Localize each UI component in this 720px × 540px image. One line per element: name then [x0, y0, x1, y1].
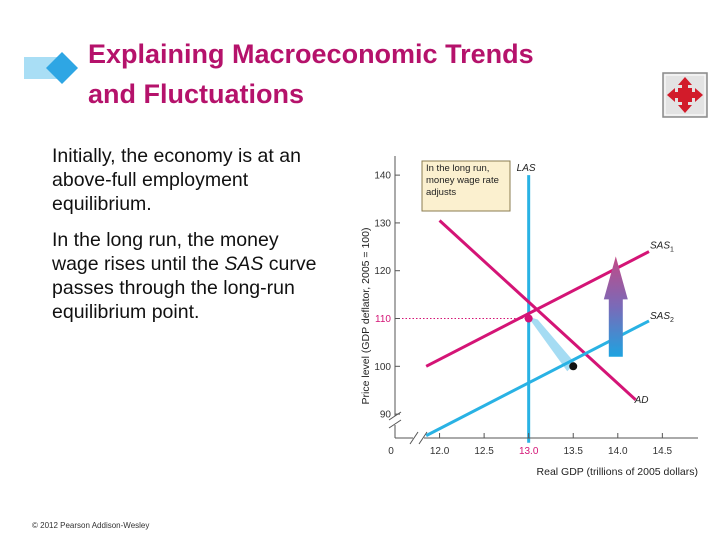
adjustment-path-shade — [527, 316, 576, 372]
y-tick-label: 110 — [375, 314, 391, 325]
curve-label-ad: AD — [634, 395, 649, 406]
y-tick-label: 130 — [374, 218, 391, 229]
x-axis-break — [418, 431, 428, 445]
x-tick-label: 13.5 — [564, 446, 584, 457]
slide-title-line1: Explaining Macroeconomic Trends — [88, 39, 534, 69]
slide-body-text: Initially, the economy is at an above-fu… — [52, 144, 327, 336]
y-tick-label: 120 — [374, 266, 391, 277]
annotation-text: In the long run, money wage rate adjusts — [426, 163, 499, 198]
title-diamond-decoration — [24, 52, 78, 84]
x-tick-label: 12.5 — [474, 446, 494, 457]
curve-label-sas1: SAS1 — [650, 241, 674, 254]
long-run-equilibrium-point — [524, 314, 533, 323]
as-ad-chart: 90 100 110 120 130 140 12.0 12.5 13.0 13.5 14.0 14.… — [360, 156, 698, 478]
y-axis-break — [388, 411, 402, 421]
x-tick-label: 13.0 — [519, 446, 539, 457]
four-way-arrow-icon — [667, 77, 703, 113]
rising-sas-arrow — [603, 256, 628, 357]
paragraph2-text-b: curve passes through the long-run equili… — [52, 253, 317, 323]
origin-label: 0 — [388, 446, 394, 457]
x-axis-break — [409, 431, 419, 445]
initial-equilibrium-point — [569, 362, 578, 371]
curve-label-sas2: SAS2 — [650, 311, 674, 324]
paragraph2-sas-term: SAS — [224, 253, 264, 275]
navigation-button[interactable] — [662, 72, 708, 118]
y-tick-label: 100 — [374, 362, 391, 373]
curve-label-las: LAS — [517, 163, 536, 174]
y-tick-label: 140 — [374, 171, 391, 182]
paragraph-initial-equilibrium: Initially, the economy is at an above-fu… — [52, 145, 301, 215]
x-tick-label: 14.5 — [653, 446, 673, 457]
annotation-box: In the long run, money wage rate adjusts — [421, 160, 511, 212]
y-tick-label: 90 — [380, 410, 392, 421]
copyright-notice: © 2012 Pearson Addison-Wesley — [32, 521, 150, 530]
slide-title-line2: and Fluctuations — [88, 79, 304, 109]
x-axis-label: Real GDP (trillions of 2005 dollars) — [537, 466, 698, 478]
x-tick-label: 12.0 — [430, 446, 450, 457]
paragraph2-text-a: In the long run, the money wage rises un… — [52, 229, 279, 275]
slide-title: Explaining Macroeconomic Trends and Fluc… — [88, 34, 648, 114]
paragraph-long-run-adjustment: In the long run, the money wage rises un… — [52, 228, 327, 324]
y-axis-break — [388, 419, 402, 429]
y-axis-label: Price level (GDP deflator, 2005 = 100) — [360, 228, 372, 405]
x-tick-label: 14.0 — [608, 446, 628, 457]
